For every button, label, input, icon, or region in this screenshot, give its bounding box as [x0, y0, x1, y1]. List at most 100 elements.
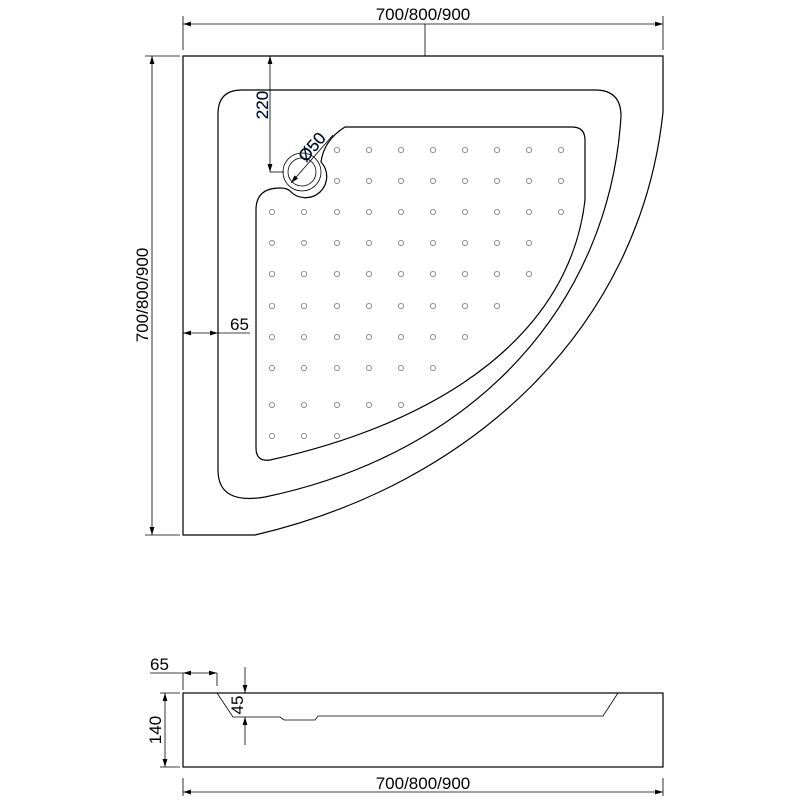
anti-slip-dot	[333, 177, 340, 184]
anti-slip-dot	[300, 333, 307, 340]
anti-slip-dot	[333, 364, 340, 371]
anti-slip-dot	[461, 270, 468, 277]
anti-slip-dot	[268, 333, 275, 340]
anti-slip-dot	[558, 146, 565, 153]
anti-slip-dot	[333, 239, 340, 246]
anti-slip-dot	[397, 364, 404, 371]
anti-slip-dot	[558, 177, 565, 184]
anti-slip-dot	[397, 270, 404, 277]
depth-label: 700/800/900	[133, 248, 152, 343]
anti-slip-dot	[268, 401, 275, 408]
anti-slip-dot	[300, 364, 307, 371]
anti-slip-dot	[268, 432, 275, 439]
anti-slip-dot	[365, 270, 372, 277]
anti-slip-dot	[300, 401, 307, 408]
side-view: 65 45 140 700/800/900	[146, 655, 664, 796]
anti-slip-dot	[300, 208, 307, 215]
anti-slip-dot	[333, 146, 340, 153]
anti-slip-dot	[268, 239, 275, 246]
anti-slip-dot	[493, 208, 500, 215]
anti-slip-dot	[397, 208, 404, 215]
anti-slip-dot	[526, 177, 533, 184]
anti-slip-dot	[300, 239, 307, 246]
anti-slip-dot	[397, 239, 404, 246]
side-rim-dimension: 65	[150, 655, 218, 690]
anti-slip-dot	[268, 270, 275, 277]
anti-slip-dot	[333, 432, 340, 439]
anti-slip-dot	[461, 302, 468, 309]
anti-slip-dot	[493, 270, 500, 277]
anti-slip-dot	[429, 270, 436, 277]
rim-width-dimension: 65	[183, 315, 250, 336]
anti-slip-dot	[526, 270, 533, 277]
anti-slip-dot	[300, 302, 307, 309]
anti-slip-dot	[365, 364, 372, 371]
anti-slip-dot	[429, 177, 436, 184]
anti-slip-dot	[268, 364, 275, 371]
anti-slip-dot	[397, 146, 404, 153]
side-width-label: 700/800/900	[376, 774, 471, 793]
anti-slip-dot	[461, 208, 468, 215]
anti-slip-dot	[461, 239, 468, 246]
anti-slip-dot	[365, 302, 372, 309]
anti-slip-dot	[526, 208, 533, 215]
anti-slip-dot	[461, 333, 468, 340]
anti-slip-dot	[493, 177, 500, 184]
basin-depth-dimension: 45	[228, 667, 248, 745]
tray-outline	[182, 55, 664, 536]
anti-slip-dot	[397, 333, 404, 340]
anti-slip-dot	[300, 432, 307, 439]
anti-slip-dot	[461, 146, 468, 153]
anti-slip-dot	[397, 177, 404, 184]
anti-slip-dot	[365, 239, 372, 246]
anti-slip-dot	[365, 208, 372, 215]
drain-offset-label: 220	[253, 91, 272, 119]
anti-slip-dot	[526, 146, 533, 153]
anti-slip-dot	[493, 239, 500, 246]
height-label: 140	[146, 716, 165, 744]
anti-slip-dot	[429, 302, 436, 309]
height-dimension: 140	[146, 692, 180, 768]
side-rim-label: 65	[150, 655, 169, 674]
anti-slip-dot	[397, 401, 404, 408]
anti-slip-dot	[365, 146, 372, 153]
anti-slip-dot	[365, 401, 372, 408]
width-dimension: 700/800/900	[182, 5, 664, 56]
anti-slip-dot	[268, 208, 275, 215]
anti-slip-dot	[526, 239, 533, 246]
rim-width-label: 65	[230, 315, 249, 334]
anti-slip-dot	[429, 146, 436, 153]
anti-slip-dots	[268, 146, 565, 439]
drain-offset-dimension: 220	[253, 56, 284, 173]
anti-slip-dot	[333, 302, 340, 309]
drain-inner	[287, 157, 317, 187]
basin-outline	[255, 126, 586, 461]
basin-depth-label: 45	[228, 696, 247, 715]
anti-slip-dot	[429, 208, 436, 215]
drain-diameter-label: Ø50	[295, 129, 330, 166]
anti-slip-dot	[333, 333, 340, 340]
anti-slip-dot	[333, 401, 340, 408]
anti-slip-dot	[429, 333, 436, 340]
depth-dimension: 700/800/900	[133, 55, 180, 536]
anti-slip-dot	[429, 364, 436, 371]
side-width-dimension: 700/800/900	[182, 774, 664, 796]
anti-slip-dot	[461, 177, 468, 184]
anti-slip-dot	[300, 270, 307, 277]
anti-slip-dot	[333, 270, 340, 277]
anti-slip-dot	[365, 333, 372, 340]
anti-slip-dot	[558, 208, 565, 215]
side-outline	[182, 692, 664, 768]
anti-slip-dot	[493, 146, 500, 153]
side-basin-profile	[216, 692, 619, 721]
anti-slip-dot	[365, 177, 372, 184]
anti-slip-dot	[397, 302, 404, 309]
anti-slip-dot	[268, 302, 275, 309]
anti-slip-dot	[333, 208, 340, 215]
anti-slip-dot	[429, 239, 436, 246]
anti-slip-dot	[493, 302, 500, 309]
tray-rim	[217, 89, 622, 500]
width-label: 700/800/900	[376, 5, 471, 24]
top-view: 700/800/900 700/800/900 65 220 Ø50	[133, 5, 664, 536]
